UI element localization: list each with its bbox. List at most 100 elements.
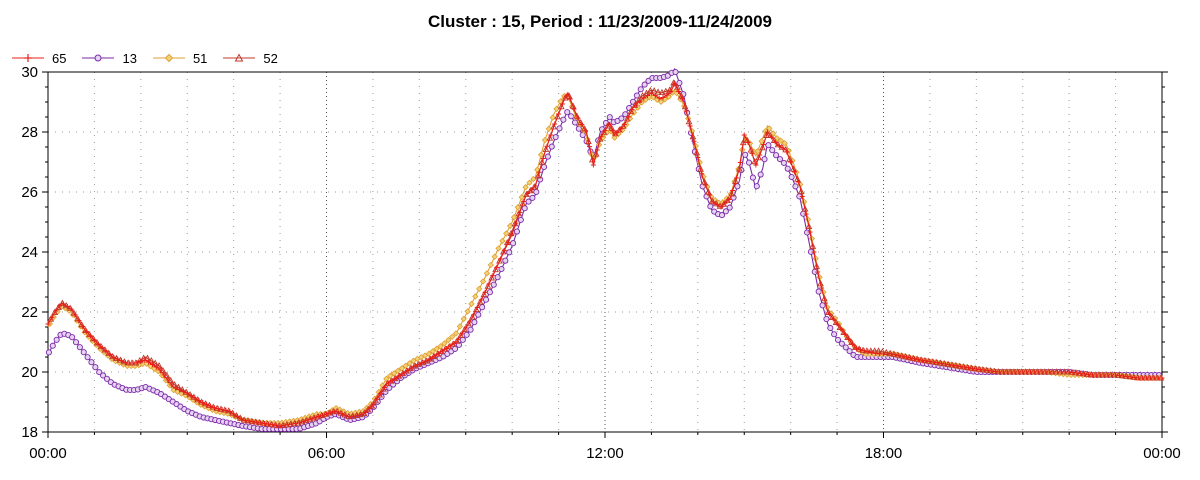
point-marker bbox=[378, 390, 384, 396]
point-marker bbox=[865, 349, 871, 355]
point-marker bbox=[491, 253, 498, 260]
point-marker bbox=[476, 285, 483, 293]
point-marker bbox=[857, 347, 863, 352]
point-marker bbox=[621, 122, 627, 127]
point-marker bbox=[749, 174, 756, 181]
point-marker bbox=[448, 333, 456, 340]
point-marker bbox=[358, 412, 364, 417]
point-marker bbox=[552, 121, 558, 127]
legend-item-52[interactable]: 52 bbox=[221, 51, 278, 66]
point-marker bbox=[100, 372, 107, 379]
point-marker bbox=[830, 316, 836, 322]
point-marker bbox=[351, 413, 357, 419]
point-marker bbox=[587, 144, 593, 150]
point-marker bbox=[468, 300, 475, 308]
y-tick-label: 18 bbox=[21, 424, 38, 441]
point-marker bbox=[564, 109, 571, 116]
point-marker bbox=[486, 281, 492, 287]
point-marker bbox=[339, 411, 345, 417]
point-marker bbox=[536, 169, 542, 175]
point-marker bbox=[49, 314, 55, 320]
point-marker bbox=[99, 345, 105, 351]
point-marker bbox=[687, 123, 693, 129]
x-tick-label: 00:00 bbox=[29, 445, 67, 462]
legend-label: 13 bbox=[122, 50, 137, 66]
point-marker bbox=[815, 288, 822, 295]
point-marker bbox=[409, 365, 415, 371]
point-marker bbox=[552, 134, 559, 141]
point-marker bbox=[115, 356, 121, 362]
point-marker bbox=[463, 331, 470, 338]
point-marker bbox=[544, 153, 551, 160]
point-marker bbox=[853, 345, 859, 351]
point-marker bbox=[529, 194, 536, 201]
point-marker bbox=[316, 414, 322, 419]
point-marker bbox=[892, 352, 898, 357]
point-marker bbox=[451, 341, 457, 346]
point-marker bbox=[954, 363, 960, 369]
legend-swatch-plus-icon bbox=[12, 54, 44, 62]
point-marker bbox=[522, 184, 529, 191]
point-marker bbox=[772, 139, 778, 145]
point-marker bbox=[556, 125, 563, 132]
point-marker bbox=[838, 326, 844, 332]
point-marker bbox=[660, 95, 666, 100]
point-marker bbox=[80, 349, 87, 356]
point-marker bbox=[223, 407, 229, 413]
point-marker bbox=[147, 357, 155, 364]
legend-item-51[interactable]: 51 bbox=[151, 51, 207, 66]
point-marker bbox=[250, 419, 256, 425]
point-marker bbox=[410, 357, 417, 364]
point-marker bbox=[658, 88, 666, 96]
point-marker bbox=[437, 343, 444, 350]
legend-item-13[interactable]: 13 bbox=[80, 50, 137, 66]
point-marker bbox=[614, 130, 620, 136]
point-marker bbox=[761, 156, 768, 163]
point-marker bbox=[637, 86, 644, 93]
point-marker bbox=[447, 343, 453, 349]
point-marker bbox=[452, 330, 460, 337]
point-marker bbox=[766, 125, 773, 132]
point-marker bbox=[215, 406, 221, 412]
point-marker bbox=[541, 136, 549, 144]
point-marker bbox=[699, 171, 705, 177]
point-marker bbox=[931, 359, 937, 365]
point-marker bbox=[509, 231, 515, 237]
point-marker bbox=[758, 138, 765, 145]
point-marker bbox=[633, 92, 640, 99]
point-marker bbox=[393, 375, 399, 381]
point-marker bbox=[273, 422, 279, 428]
point-marker bbox=[440, 348, 446, 354]
point-marker bbox=[161, 372, 167, 378]
point-marker bbox=[405, 368, 411, 373]
point-marker bbox=[542, 145, 550, 152]
point-marker bbox=[254, 419, 260, 425]
point-marker bbox=[786, 155, 793, 162]
point-marker bbox=[505, 239, 511, 245]
point-marker bbox=[946, 362, 952, 368]
point-marker bbox=[374, 396, 380, 402]
point-marker bbox=[204, 401, 210, 407]
point-marker bbox=[455, 337, 461, 343]
point-marker bbox=[823, 315, 830, 323]
point-marker bbox=[53, 336, 60, 343]
point-marker bbox=[521, 199, 527, 204]
point-marker bbox=[834, 336, 842, 343]
point-marker bbox=[483, 270, 491, 277]
point-marker bbox=[300, 419, 306, 424]
point-marker bbox=[304, 417, 310, 423]
point-marker bbox=[231, 411, 237, 417]
point-marker bbox=[49, 342, 56, 349]
point-marker bbox=[749, 150, 755, 156]
point-marker bbox=[510, 240, 517, 247]
legend-swatch-circle-icon bbox=[82, 54, 115, 62]
legend-item-65[interactable]: 65 bbox=[10, 51, 66, 66]
point-marker bbox=[737, 160, 743, 165]
point-marker bbox=[625, 114, 631, 120]
point-marker bbox=[714, 202, 720, 207]
point-marker bbox=[831, 331, 838, 338]
point-marker bbox=[741, 132, 747, 138]
point-marker bbox=[722, 200, 728, 206]
point-marker bbox=[540, 163, 548, 171]
point-marker bbox=[803, 211, 809, 217]
